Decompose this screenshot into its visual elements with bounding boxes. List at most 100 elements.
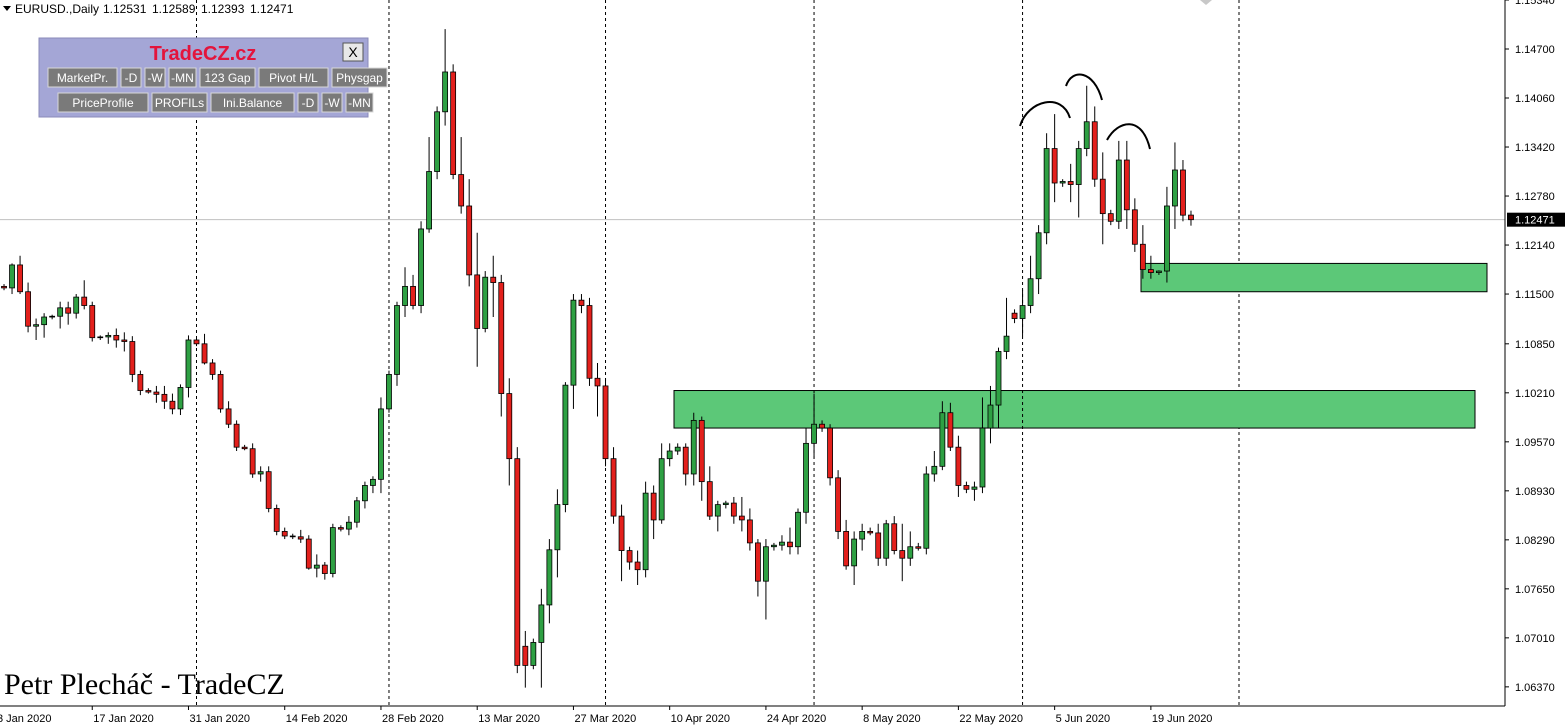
candle-body — [105, 334, 112, 338]
panel-button-box[interactable] — [331, 67, 388, 88]
candle-body — [329, 527, 336, 574]
panel-button-box[interactable] — [297, 92, 319, 113]
candle-body — [843, 531, 850, 567]
panel-button-box[interactable] — [168, 67, 197, 88]
panel-button-label[interactable]: MarketPr. — [57, 71, 108, 85]
candle-body — [113, 334, 120, 341]
close-button-box[interactable] — [342, 42, 364, 62]
panel-button[interactable]: -D — [120, 67, 142, 88]
panel-button-box[interactable] — [120, 67, 142, 88]
candle-body — [241, 446, 248, 450]
price-label-box — [1507, 212, 1565, 227]
candle-body — [1, 285, 7, 289]
candle-body — [706, 481, 713, 517]
panel-button-label[interactable]: Ini.Balance — [223, 96, 283, 110]
panel-button-label[interactable]: Pivot H/L — [269, 71, 318, 85]
panel-button-box[interactable] — [345, 92, 374, 113]
candle-body — [971, 486, 978, 490]
candle-body — [89, 305, 96, 339]
panel-button-box[interactable] — [57, 92, 149, 113]
panel-button-box[interactable] — [199, 67, 256, 88]
y-tick-label: 1.10850 — [1515, 339, 1555, 351]
panel-button-label[interactable]: -D — [302, 96, 315, 110]
candle-body — [1043, 148, 1050, 234]
panel-button[interactable]: -MN — [345, 92, 374, 113]
panel-button[interactable]: Physgap — [331, 67, 388, 88]
panel-button-label[interactable]: -MN — [171, 71, 194, 85]
x-tick-label: 27 Mar 2020 — [574, 713, 636, 725]
candle-body — [658, 458, 665, 521]
y-tick-label: 1.14700 — [1515, 44, 1555, 56]
panel-button[interactable]: -W — [144, 67, 166, 88]
panel-button-box[interactable] — [144, 67, 166, 88]
candle-body — [730, 502, 737, 517]
close-button-label[interactable]: X — [348, 44, 358, 60]
x-tick-label: 8 May 2020 — [863, 713, 920, 725]
y-tick-label: 1.07010 — [1515, 633, 1555, 645]
candle-body — [418, 228, 424, 306]
panel-button-box[interactable] — [258, 67, 329, 88]
candle-body — [233, 423, 240, 448]
candle-body — [995, 351, 1002, 406]
candle-body — [353, 500, 360, 523]
candle-body — [883, 523, 890, 559]
candle-body — [1147, 269, 1154, 273]
candle-body — [1075, 148, 1082, 185]
candle-body — [875, 532, 882, 559]
panel-button-label[interactable]: PROFILs — [155, 96, 204, 110]
panel-button-label[interactable]: 123 Gap — [204, 71, 250, 85]
close-button[interactable]: X — [342, 42, 364, 62]
panel-button-box[interactable] — [151, 92, 208, 113]
x-tick-label: 19 Jun 2020 — [1152, 713, 1213, 725]
panel-button-label[interactable]: -MN — [348, 96, 371, 110]
candle-body — [738, 515, 745, 521]
panel-button[interactable]: PROFILs — [151, 92, 208, 113]
candle-body — [1051, 148, 1058, 184]
candle-body — [1099, 178, 1106, 215]
panel-button[interactable]: -MN — [168, 67, 197, 88]
candle-body — [827, 427, 833, 479]
candle-body — [185, 339, 192, 388]
candle-body — [955, 446, 962, 486]
panel-button-box[interactable] — [321, 92, 343, 113]
panel-button-label[interactable]: Physgap — [336, 71, 383, 85]
panel-button-label[interactable]: -W — [147, 71, 163, 85]
candle-body — [714, 504, 721, 517]
panel-button[interactable]: MarketPr. — [47, 67, 118, 88]
control-panel: TradeCZ.cz X MarketPr. -D -W -MN 123 Gap Pivo… — [38, 37, 388, 118]
candle-body — [931, 465, 938, 475]
candle-body — [1067, 181, 1074, 185]
candle-body — [217, 374, 224, 410]
candle-body — [682, 446, 689, 475]
panel-button[interactable]: Pivot H/L — [258, 67, 329, 88]
candle-body — [337, 527, 344, 530]
panel-button-box[interactable] — [210, 92, 295, 113]
candle-body — [17, 264, 23, 293]
candle-body — [771, 544, 777, 548]
candle-body — [522, 645, 529, 666]
candle-body — [722, 502, 729, 506]
panel-button-label[interactable]: PriceProfile — [72, 96, 134, 110]
candle-body — [225, 408, 232, 425]
panel-button[interactable]: -W — [321, 92, 343, 113]
price-zone — [1140, 262, 1488, 293]
panel-button-box[interactable] — [47, 67, 118, 88]
x-tick-label: 13 Mar 2020 — [478, 713, 540, 725]
candle-body — [1091, 121, 1098, 180]
panel-button-label[interactable]: -W — [324, 96, 340, 110]
candle-body — [578, 299, 585, 306]
panel-button[interactable]: -D — [297, 92, 319, 113]
candle-body — [674, 446, 681, 452]
panel-button[interactable]: PriceProfile — [57, 92, 149, 113]
candle-body — [81, 296, 88, 306]
header-arrow — [3, 6, 11, 11]
candle-body — [490, 276, 497, 283]
panel-button[interactable]: 123 Gap — [199, 67, 256, 88]
y-tick-label: 1.15340 — [1515, 0, 1555, 7]
panel-button[interactable]: Ini.Balance — [210, 92, 295, 113]
candle-body — [370, 478, 376, 486]
candle-body — [1107, 213, 1114, 222]
ohlc-low: 1.12393 — [201, 2, 245, 16]
x-tick-label: 10 Apr 2020 — [671, 713, 730, 725]
panel-button-label[interactable]: -D — [125, 71, 138, 85]
